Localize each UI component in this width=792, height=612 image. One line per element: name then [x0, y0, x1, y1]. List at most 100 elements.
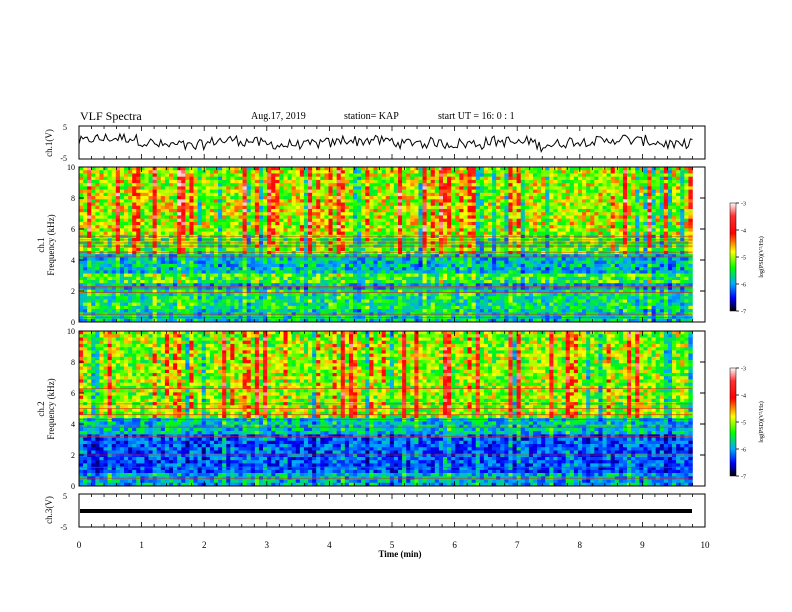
- spectrogram-cell: [95, 221, 100, 226]
- spectrogram-cell: [430, 260, 436, 265]
- spectrogram-cell: [463, 170, 468, 174]
- spectrogram-cell: [348, 208, 354, 213]
- spectrogram-cell: [283, 199, 288, 203]
- spectrogram-cell: [471, 225, 477, 229]
- spectrogram-cell: [672, 186, 677, 190]
- spectrogram-cell: [144, 250, 149, 255]
- spectrogram-cell: [308, 250, 313, 255]
- spectrogram-cell: [406, 218, 411, 223]
- spectrogram-cell: [475, 208, 481, 213]
- spectrogram-cell: [647, 257, 652, 261]
- spectrogram-cell: [357, 231, 362, 236]
- spectrogram-cell: [659, 176, 665, 181]
- spectrogram-cell: [528, 215, 534, 219]
- spectrogram-cell: [164, 186, 170, 190]
- spectrogram-cell: [254, 202, 260, 207]
- spectrogram-cell: [213, 208, 219, 213]
- spectrogram-cell: [455, 173, 460, 177]
- spectrogram-cell: [83, 189, 88, 194]
- spectrogram-cell: [107, 196, 113, 200]
- spectrogram-cell: [598, 215, 603, 219]
- spectrogram-cell: [87, 254, 92, 258]
- spectrogram-cell: [173, 231, 178, 236]
- spectrogram-cell: [148, 199, 153, 203]
- spectrogram-cell: [590, 199, 595, 203]
- spectrogram-cell: [688, 225, 693, 229]
- spectrogram-cell: [586, 212, 591, 216]
- spectrogram-cell: [271, 247, 276, 252]
- spectrogram-cell: [275, 205, 280, 210]
- spectrogram-cell: [312, 176, 317, 181]
- spectrogram-cell: [631, 199, 636, 203]
- spectrogram-cell: [504, 189, 509, 194]
- spectrogram-cell: [177, 273, 182, 278]
- spectrogram-cell: [586, 208, 591, 213]
- spectrogram-cell: [275, 225, 280, 229]
- spectrogram-cell: [287, 202, 292, 207]
- spectrogram-cell: [357, 250, 362, 255]
- spectrogram-cell: [406, 260, 411, 265]
- spectrogram-cell: [344, 231, 350, 236]
- spectrogram-cell: [168, 167, 174, 171]
- spectrogram-cell: [205, 192, 211, 197]
- spectrogram-cell: [287, 221, 292, 226]
- spectrogram-cell: [406, 208, 411, 213]
- spectrogram-cell: [414, 218, 419, 223]
- spectrogram-cell: [99, 267, 104, 271]
- spectrogram-cell: [553, 263, 558, 268]
- spectrogram-cell: [189, 218, 194, 223]
- spectrogram-cell: [271, 260, 276, 265]
- spectrogram-cell: [684, 196, 689, 200]
- spectrogram-cell: [610, 270, 616, 274]
- spectrogram-cell: [492, 218, 497, 223]
- spectrogram-cell: [622, 186, 628, 190]
- spectrogram-cell: [353, 167, 358, 171]
- spectrogram-cell: [463, 225, 468, 229]
- spectrogram-cell: [447, 221, 452, 226]
- spectrogram-cell: [627, 186, 632, 190]
- spectrogram-cell: [177, 260, 182, 265]
- spectrogram-cell: [537, 196, 542, 200]
- spectrogram-cell: [667, 228, 673, 232]
- spectrogram-cell: [357, 267, 362, 271]
- spectrogram-cell: [107, 221, 113, 226]
- spectrogram-cell: [279, 205, 284, 210]
- spectrogram-cell: [426, 218, 432, 223]
- spectrogram-cell: [500, 225, 505, 229]
- spectrogram-cell: [111, 218, 117, 223]
- spectrogram-cell: [410, 231, 415, 236]
- spectrogram-cell: [483, 192, 489, 197]
- spectrogram-cell: [561, 189, 566, 194]
- spectrogram-cell: [340, 208, 346, 213]
- spectrogram-cell: [545, 263, 550, 268]
- spectrogram-cell: [443, 189, 448, 194]
- spectrogram-cell: [557, 176, 562, 181]
- spectrogram-cell: [299, 167, 305, 171]
- spectrogram-cell: [238, 179, 243, 184]
- spectrogram-cell: [524, 263, 530, 268]
- spectrogram-cell: [688, 199, 693, 203]
- spectrogram-cell: [79, 202, 84, 207]
- spectrogram-cell: [128, 183, 133, 187]
- spectrogram-cell: [418, 228, 423, 232]
- spectrogram-cell: [181, 228, 186, 232]
- spectrogram-cell: [381, 257, 387, 261]
- spectrogram-cell: [639, 247, 644, 252]
- spectrogram-cell: [504, 170, 509, 174]
- spectrogram-cell: [189, 176, 194, 181]
- spectrogram-cell: [590, 179, 595, 184]
- spectrogram-cell: [655, 196, 661, 200]
- spectrogram-cell: [537, 270, 542, 274]
- spectrogram-cell: [438, 231, 444, 236]
- spectrogram-cell: [688, 167, 693, 171]
- spectrogram-cell: [254, 267, 260, 271]
- spectrogram-cell: [557, 192, 562, 197]
- spectrogram-cell: [553, 215, 558, 219]
- spectrogram-cell: [586, 254, 591, 258]
- spectrogram-cell: [173, 273, 178, 278]
- spectrogram-cell: [443, 176, 448, 181]
- spectrogram-cell: [222, 231, 227, 236]
- spectrogram-cell: [369, 176, 374, 181]
- spectrogram-cell: [504, 250, 509, 255]
- spectrogram-cell: [569, 212, 575, 216]
